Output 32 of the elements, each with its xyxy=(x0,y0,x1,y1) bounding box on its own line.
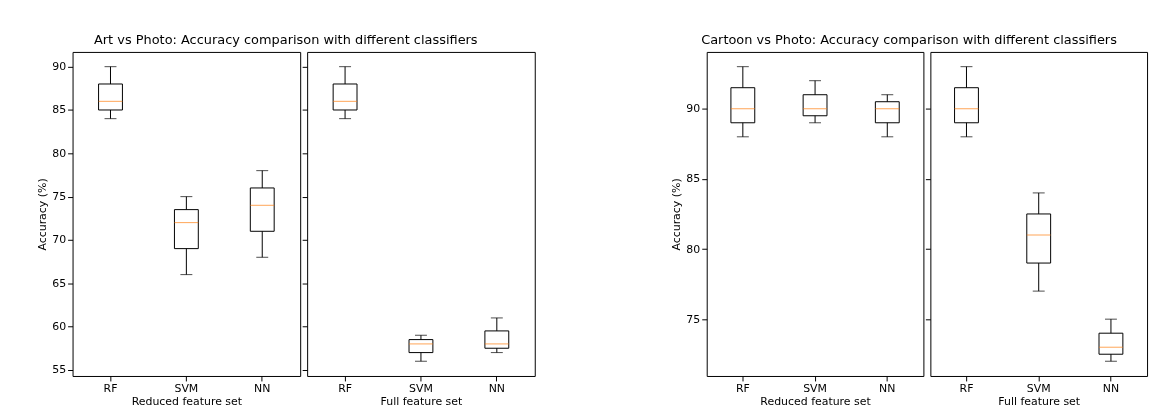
y-tick-label: 65 xyxy=(52,276,67,290)
y-tick-label: 85 xyxy=(52,103,67,117)
x-axis-title: Reduced feature set xyxy=(131,395,243,409)
x-tick-label: NN xyxy=(488,382,505,396)
y-axis-title: Accuracy (%) xyxy=(670,178,684,251)
x-tick-label: SVM xyxy=(803,382,827,396)
y-tick-label: 55 xyxy=(52,363,67,377)
x-tick-label: SVM xyxy=(409,382,433,396)
y-tick-label: 80 xyxy=(686,242,701,256)
x-axis-title: Reduced feature set xyxy=(760,395,872,409)
y-tick-label: 90 xyxy=(52,60,67,74)
x-tick-label: RF xyxy=(338,382,353,396)
chart-title: Art vs Photo: Accuracy comparison with different classifiers xyxy=(93,32,478,48)
x-axis-title: Full feature set xyxy=(380,395,464,409)
y-tick-label: 85 xyxy=(686,172,701,186)
y-axis-title: Accuracy (%) xyxy=(36,178,50,251)
y-tick-label: 75 xyxy=(52,190,67,204)
chart-title: Cartoon vs Photo: Accuracy comparison with different classifiers xyxy=(701,32,1118,48)
y-tick-label: 80 xyxy=(52,146,67,160)
y-tick-label: 90 xyxy=(686,102,701,116)
x-tick-label: RF xyxy=(735,382,750,396)
x-tick-label: NN xyxy=(1102,382,1120,396)
x-tick-label: SVM xyxy=(1026,382,1051,396)
y-tick-label: 75 xyxy=(686,312,701,326)
y-tick-label: 60 xyxy=(52,320,67,334)
x-tick-label: RF xyxy=(103,382,118,396)
x-tick-label: RF xyxy=(959,382,974,396)
x-tick-label: NN xyxy=(879,382,896,396)
y-tick-label: 70 xyxy=(52,233,67,247)
x-axis-title: Full feature set xyxy=(998,395,1081,409)
x-tick-label: NN xyxy=(254,382,271,396)
x-tick-label: SVM xyxy=(174,382,199,396)
